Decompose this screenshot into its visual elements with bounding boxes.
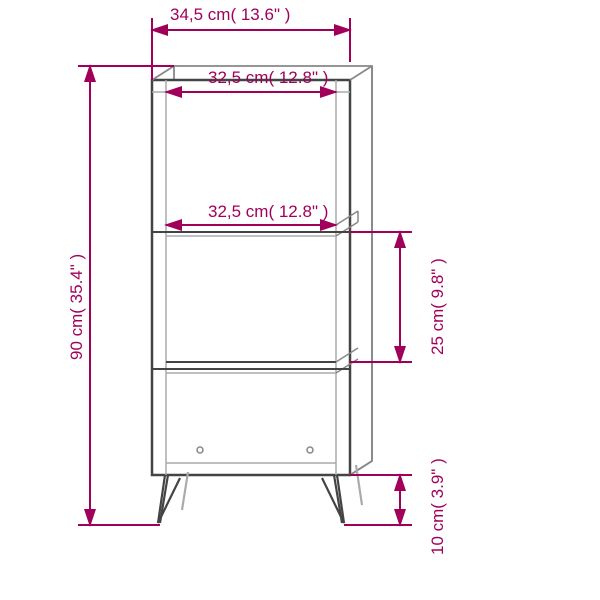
diagram-container: 34,5 cm( 13.6" ) 32,5 cm( 12.8" ) 32,5 c… — [0, 0, 600, 600]
dim-shelf-gap: 25 cm( 9.8" ) — [428, 258, 448, 355]
cabinet-body — [152, 66, 372, 475]
dim-height-total: 90 cm( 35.4" ) — [67, 254, 87, 360]
diagram-svg — [0, 0, 600, 600]
legs — [158, 465, 362, 523]
dim-leg-height: 10 cm( 3.9" ) — [428, 458, 448, 555]
dim-width-outer: 34,5 cm( 13.6" ) — [170, 5, 290, 25]
dim-width-inner2: 32,5 cm( 12.8" ) — [208, 202, 328, 222]
dimensions — [78, 18, 412, 525]
dim-width-inner1: 32,5 cm( 12.8" ) — [208, 68, 328, 88]
